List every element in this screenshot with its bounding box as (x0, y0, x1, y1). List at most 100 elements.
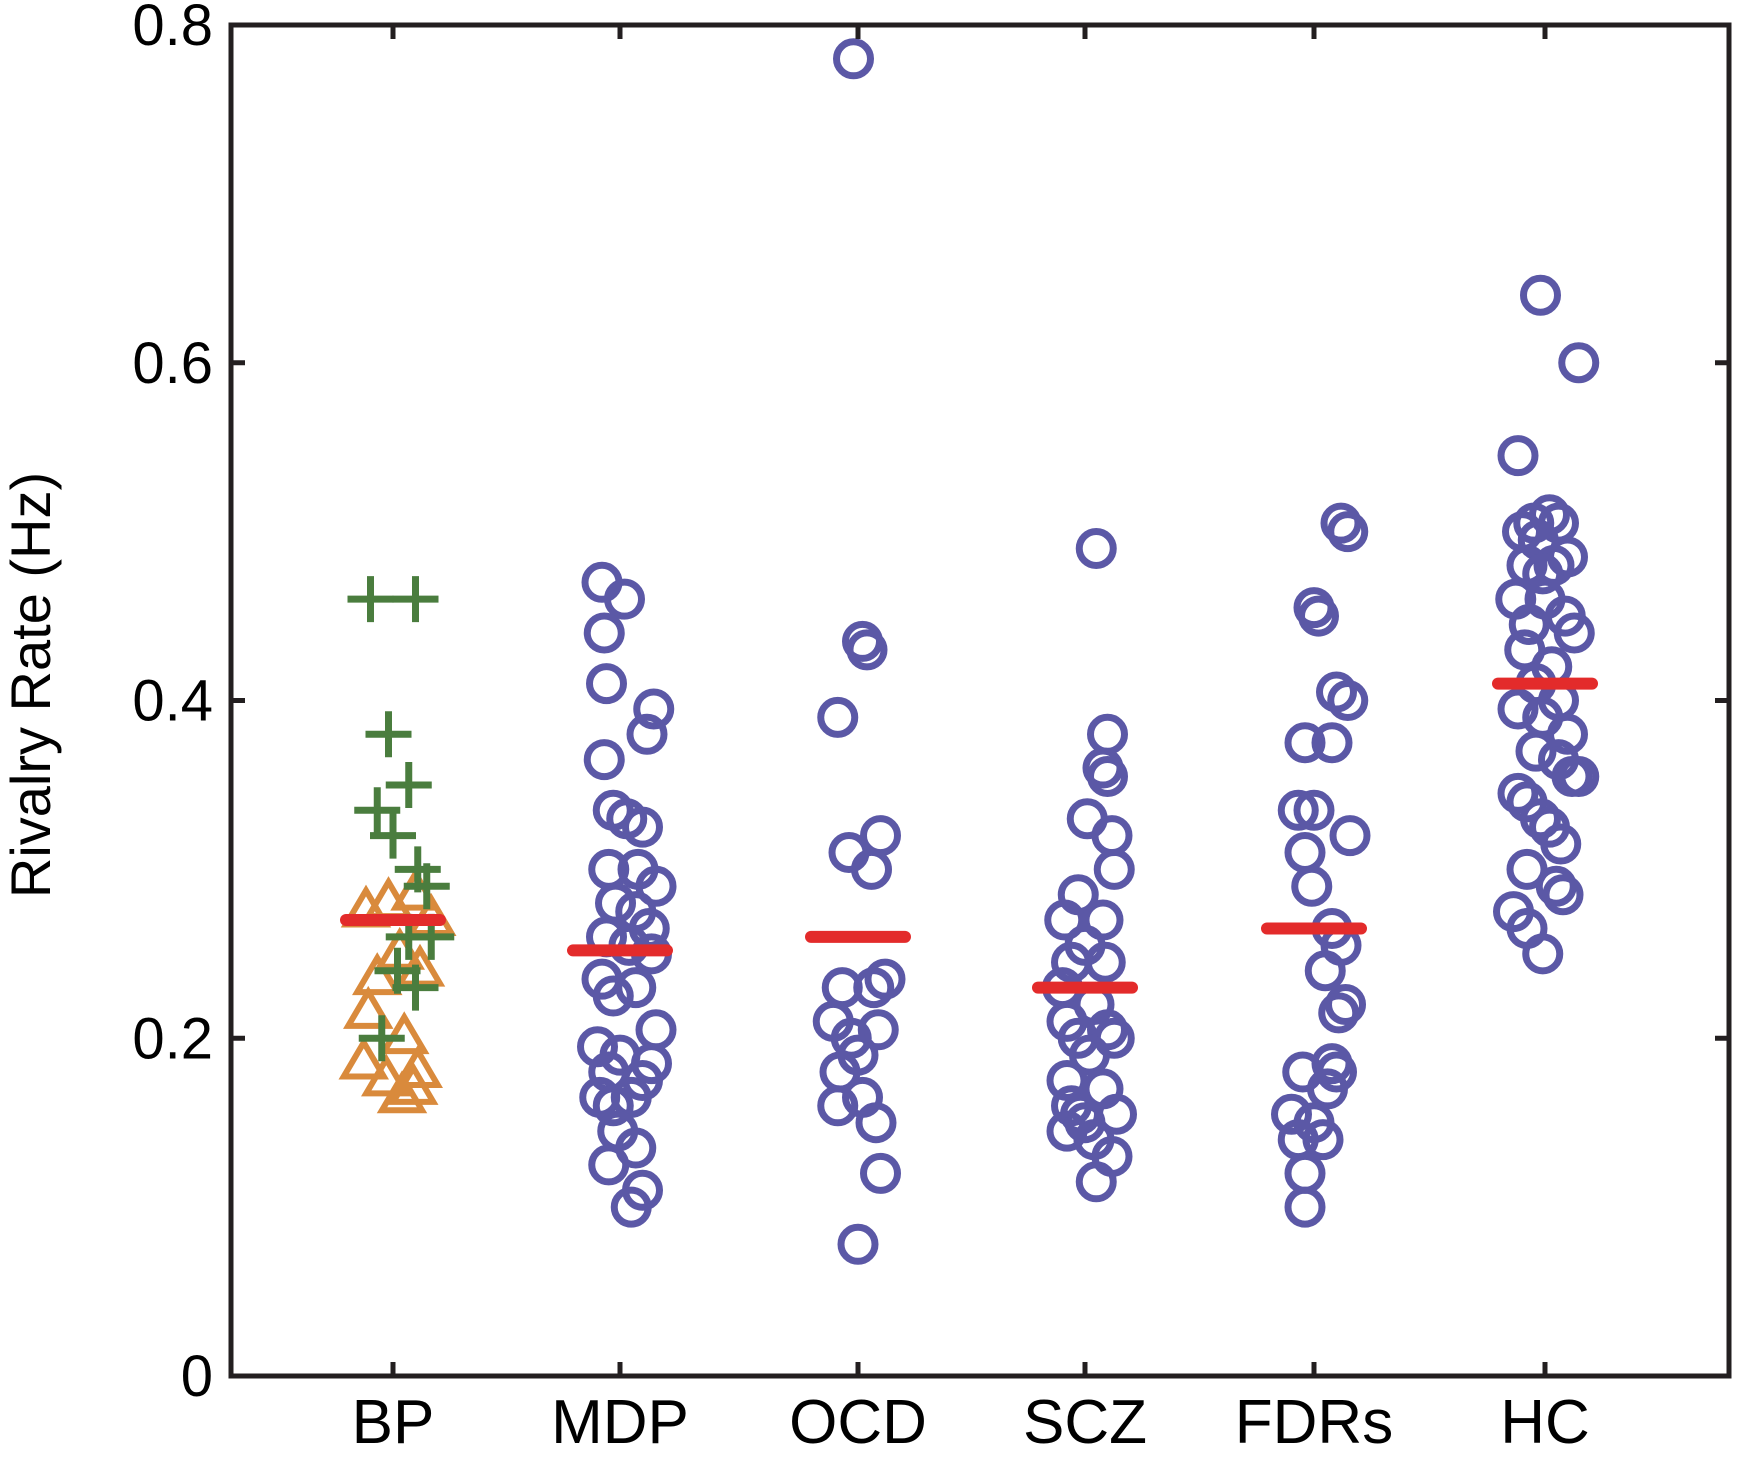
data-point-circle (592, 975, 634, 1017)
data-point-circle (1084, 941, 1126, 983)
data-point-triangle (338, 1036, 389, 1080)
data-point-plus (347, 576, 394, 623)
data-point-circle (1087, 713, 1128, 755)
data-point-triangle (343, 985, 394, 1029)
data-point-circle (1318, 992, 1360, 1034)
data-point-circle (1069, 1034, 1110, 1076)
data-point-circle (1542, 874, 1584, 916)
data-point-circle (595, 882, 636, 924)
data-point-circle (1075, 528, 1117, 570)
data-point-plus (354, 787, 401, 834)
data-point-circle (586, 663, 627, 705)
data-point-circle (1075, 1161, 1117, 1203)
mean-lines (340, 677, 1598, 994)
data-point-circle (588, 1144, 630, 1186)
x-category-label: OCD (789, 1388, 927, 1457)
data-point-circle (1535, 865, 1577, 907)
data-point-circle (635, 865, 677, 907)
data-point-circle (851, 848, 892, 890)
data-point-circle (583, 739, 625, 781)
data-point-circle (1327, 680, 1369, 721)
data-point-circle (1558, 342, 1600, 384)
axis-labels: 0 0.2 0.4 0.6 0.8 BP MDP OCD SCZ FDRs HC (132, 0, 1589, 1457)
data-point-circle (1325, 983, 1366, 1025)
data-point-circle (622, 806, 663, 848)
data-point-circle (635, 1009, 677, 1051)
data-point-triangle (388, 1061, 439, 1105)
data-point-circle (1284, 1152, 1326, 1194)
data-point-circle (857, 1009, 899, 1051)
data-point-circle (615, 967, 657, 1009)
data-point-circle (833, 38, 874, 80)
data-point-circle (1304, 950, 1346, 992)
data-point-circle (1302, 1119, 1344, 1161)
data-point-circle (1515, 730, 1557, 772)
data-point-circle (1298, 595, 1339, 637)
y-tick-label: 0 (181, 1344, 213, 1409)
data-point-circle (1271, 1093, 1312, 1135)
data-point-circle (1307, 1068, 1348, 1110)
axes (228, 22, 1732, 1379)
data-point-circle (610, 1076, 652, 1118)
data-point-circle (1497, 772, 1539, 814)
data-point-circle (1087, 755, 1128, 797)
data-point-circle (610, 1186, 652, 1228)
y-axis-title: Rivalry Rate (Hz) (0, 472, 62, 898)
data-point-plus (358, 1015, 405, 1062)
data-point-circle (864, 958, 906, 1000)
y-tick-label: 0.8 (132, 0, 213, 58)
data-point-circle (817, 696, 859, 738)
data-point-circle (1046, 1059, 1088, 1101)
data-point-circle (1497, 435, 1539, 477)
data-point-circle (604, 578, 645, 620)
data-point-plus (370, 812, 416, 859)
data-point-plus (392, 964, 439, 1011)
data-point-circle (631, 1043, 672, 1085)
data-point-circle (1046, 1110, 1088, 1152)
data-point-circle (1540, 823, 1582, 865)
x-category-label: HC (1500, 1388, 1590, 1457)
data-point-circle (1558, 755, 1600, 797)
data-point-circle (817, 1085, 859, 1127)
data-point-circle (1520, 274, 1561, 316)
data-point-triangle (394, 943, 446, 987)
data-marks (338, 38, 1600, 1265)
data-point-triangle (376, 1070, 428, 1114)
data-point-circle (1522, 553, 1564, 595)
data-point-circle (626, 713, 668, 755)
y-tick-label: 0.6 (132, 331, 213, 396)
data-point-circle (1553, 612, 1595, 654)
data-point-circle (1506, 848, 1548, 890)
data-point-circle (1291, 865, 1333, 907)
x-category-label: MDP (551, 1388, 689, 1457)
data-point-circle (855, 1102, 897, 1144)
data-point-circle (1093, 848, 1135, 890)
data-point-circle (1091, 815, 1133, 857)
y-tick-label: 0.2 (132, 1006, 213, 1071)
y-tick-label: 0.4 (132, 669, 213, 734)
data-point-plus (392, 576, 439, 623)
data-point-circle (1284, 831, 1326, 873)
data-point-plus (403, 863, 450, 910)
x-category-label: FDRs (1235, 1388, 1393, 1457)
data-point-triangle (379, 1011, 430, 1055)
data-point-triangle (352, 952, 403, 996)
data-point-circle (1547, 713, 1588, 755)
data-point-circle (1044, 899, 1086, 941)
data-point-circle (1284, 1186, 1326, 1228)
data-point-circle (583, 612, 625, 654)
data-point-circle (1520, 798, 1561, 840)
data-point-triangle (361, 1053, 412, 1097)
data-point-circle (1311, 722, 1353, 764)
data-point-circle (633, 688, 675, 730)
data-point-circle (1320, 502, 1362, 544)
data-point-circle (837, 1223, 879, 1265)
x-category-label: BP (352, 1388, 435, 1457)
data-point-circle (1508, 604, 1550, 646)
data-point-circle (860, 1152, 901, 1194)
data-point-circle (1277, 789, 1319, 831)
data-point-circle (1327, 511, 1369, 553)
x-category-label: SCZ (1023, 1388, 1147, 1457)
data-point-circle (1284, 722, 1326, 764)
